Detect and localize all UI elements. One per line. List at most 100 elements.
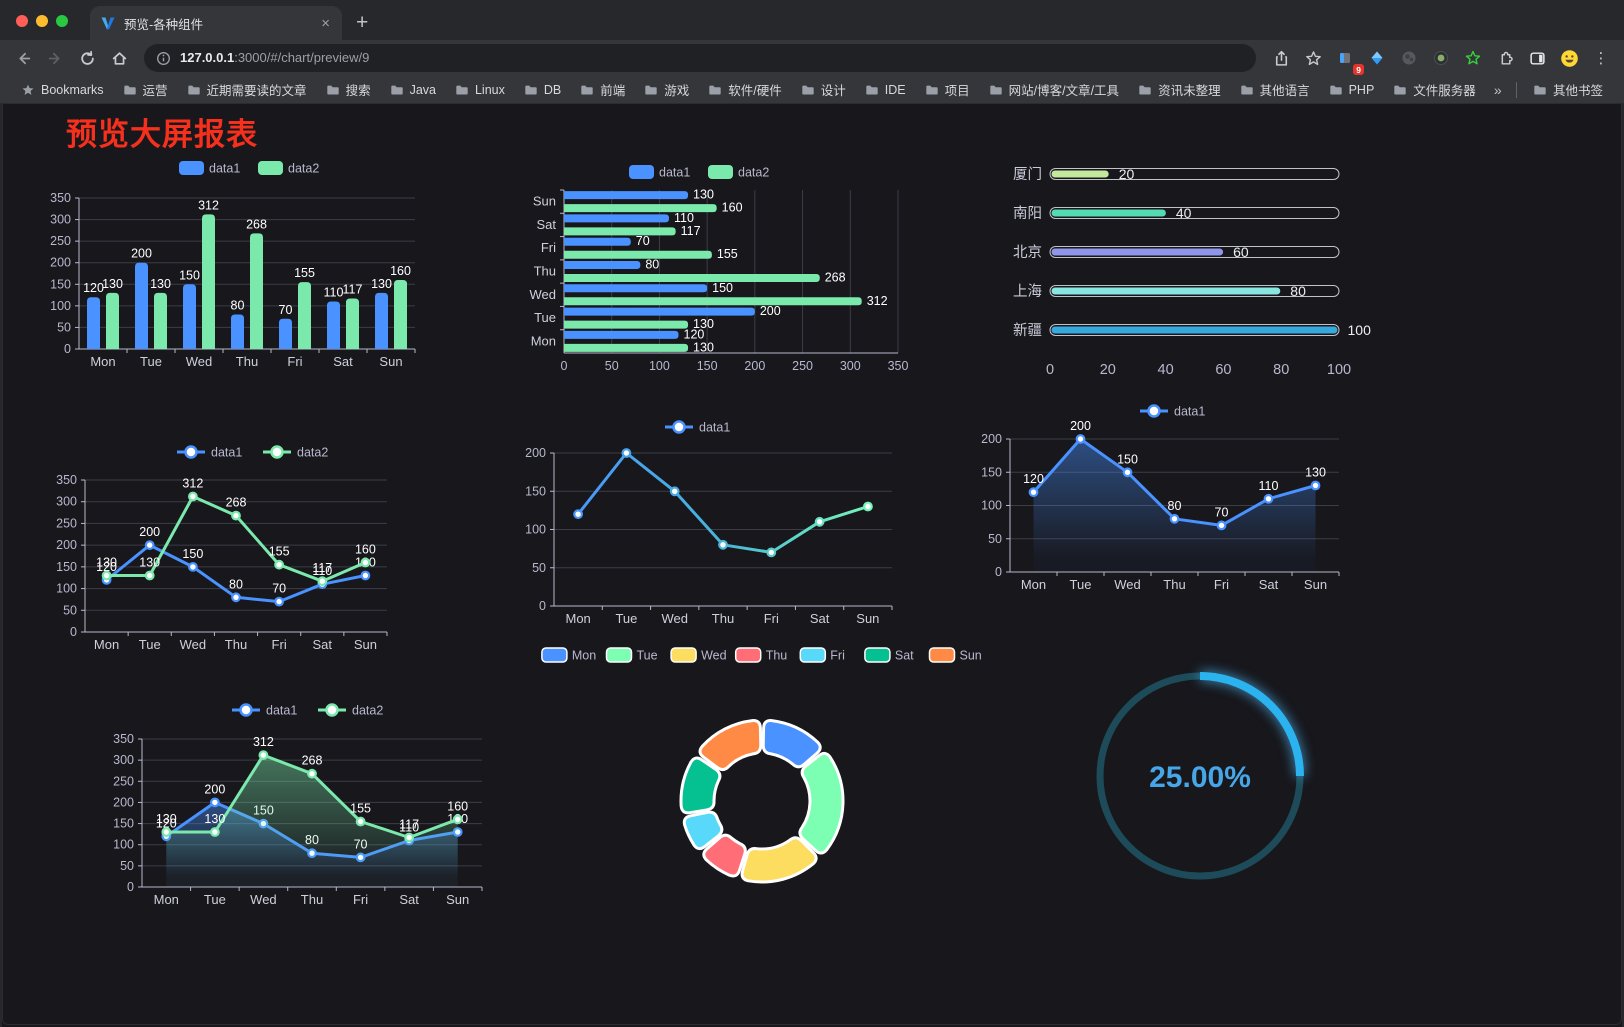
legend-item[interactable]: data1: [1140, 404, 1205, 419]
legend-label: data2: [738, 166, 769, 180]
progress-track: [1049, 285, 1340, 297]
bookmark-folder-9[interactable]: 设计: [792, 78, 855, 101]
bar: [231, 314, 244, 349]
bookmark-page-button[interactable]: [1298, 44, 1328, 72]
donut-slice[interactable]: [679, 756, 722, 815]
address-bar[interactable]: 127.0.0.1:3000/#/chart/preview/9: [144, 44, 1256, 72]
browser-tab[interactable]: 预览-各种组件 ×: [90, 6, 342, 40]
bookmark-folder-label: 资讯未整理: [1158, 84, 1221, 98]
bookmarks-overflow-icon[interactable]: »: [1493, 81, 1502, 98]
legend-item[interactable]: data1: [177, 445, 242, 460]
donut-slice[interactable]: [740, 836, 818, 884]
bookmark-folder-1[interactable]: 近期需要读的文章: [178, 78, 316, 101]
bookmark-folder-3[interactable]: Java: [381, 78, 445, 101]
other-bookmarks[interactable]: 其他书签: [1524, 78, 1612, 101]
bar-value-label: 70: [279, 303, 293, 317]
window-minimize-button[interactable]: [36, 15, 48, 27]
legend-item[interactable]: data2: [258, 161, 319, 176]
progress-fill: [1051, 170, 1109, 178]
window-close-button[interactable]: [16, 15, 28, 27]
x-axis-label: 40: [1158, 362, 1174, 378]
legend-item[interactable]: Sun: [928, 647, 982, 663]
legend-item[interactable]: data2: [318, 703, 383, 718]
bookmark-folder-label: 软件/硬件: [728, 84, 782, 98]
y-axis-label: 350: [56, 473, 77, 487]
bookmark-folder-0[interactable]: 运营: [114, 78, 177, 101]
bookmark-folder-10[interactable]: IDE: [856, 78, 915, 101]
donut-slice[interactable]: [798, 751, 845, 855]
bar-value-label: 130: [693, 188, 714, 202]
extension-button-1[interactable]: 9: [1330, 44, 1364, 75]
browser-menu-button[interactable]: ⋮: [1586, 44, 1616, 72]
side-panel-button[interactable]: [1522, 44, 1552, 72]
extension-button-3[interactable]: [1394, 44, 1424, 72]
extension-button-4[interactable]: [1426, 44, 1456, 72]
tab-close-icon[interactable]: ×: [321, 14, 330, 32]
donut-slice[interactable]: [682, 810, 724, 851]
bookmark-folder-12[interactable]: 网站/博客/文章/工具: [980, 78, 1128, 101]
legend-item[interactable]: Mon: [541, 647, 596, 663]
legend-label: data1: [699, 421, 730, 435]
legend-label: Fri: [830, 649, 845, 663]
bar-value-label: 268: [825, 271, 846, 285]
legend-item[interactable]: Thu: [734, 647, 788, 663]
bookmark-folder-13[interactable]: 资讯未整理: [1129, 78, 1230, 101]
back-button[interactable]: [8, 44, 38, 72]
data-point-marker: [360, 570, 371, 581]
legend-item[interactable]: data1: [232, 703, 297, 718]
bookmarks-root[interactable]: Bookmarks: [12, 81, 113, 99]
home-button[interactable]: [104, 44, 134, 72]
y-axis-label: 350: [113, 732, 134, 746]
legend-item[interactable]: data1: [179, 161, 240, 176]
data-point-marker: [360, 557, 371, 568]
extensions-menu-button[interactable]: [1490, 44, 1520, 72]
bar: [135, 262, 148, 349]
data-point-marker: [209, 827, 220, 837]
y-axis-label: 50: [988, 532, 1002, 546]
window-zoom-button[interactable]: [56, 15, 68, 27]
bar: [327, 301, 340, 349]
bookmark-folder-14[interactable]: 其他语言: [1231, 78, 1319, 101]
progress-value-label: 100: [1348, 322, 1372, 338]
extension-button-5[interactable]: [1458, 44, 1488, 72]
bookmark-folder-8[interactable]: 软件/硬件: [699, 78, 790, 101]
bar: [183, 284, 196, 349]
bar-value-label: 268: [246, 217, 267, 231]
extension-button-2[interactable]: [1362, 44, 1392, 72]
profile-avatar[interactable]: [1554, 44, 1584, 72]
category-label: Fri: [287, 354, 302, 369]
legend-item[interactable]: data2: [708, 165, 769, 180]
category-label: Thu: [534, 264, 556, 279]
donut-slice[interactable]: [702, 833, 747, 878]
legend-item[interactable]: Sat: [864, 647, 914, 663]
bookmark-folder-15[interactable]: PHP: [1320, 78, 1384, 101]
bar-value-label: 130: [371, 277, 392, 291]
legend-item[interactable]: Wed: [670, 647, 727, 663]
bookmark-folder-label: 游戏: [664, 84, 690, 98]
x-axis-label: 350: [888, 359, 909, 373]
donut-slice[interactable]: [698, 719, 763, 772]
reload-button[interactable]: [72, 44, 102, 72]
donut-slice[interactable]: [761, 719, 822, 769]
category-label: Sat: [313, 637, 333, 652]
legend-item[interactable]: Tue: [605, 647, 658, 663]
new-tab-button[interactable]: +: [356, 11, 369, 34]
bookmark-folder-16[interactable]: 文件服务器: [1384, 78, 1485, 101]
bookmark-folder-2[interactable]: 搜索: [317, 78, 380, 101]
bookmark-folder-11[interactable]: 项目: [916, 78, 979, 101]
legend-item[interactable]: data2: [263, 445, 328, 460]
bookmark-folder-5[interactable]: DB: [515, 78, 570, 101]
bookmark-folder-7[interactable]: 游戏: [635, 78, 698, 101]
legend-item[interactable]: data1: [665, 420, 730, 435]
bookmark-folder-6[interactable]: 前端: [571, 78, 634, 101]
legend-item[interactable]: data1: [629, 165, 690, 180]
y-axis-label: 200: [525, 446, 546, 460]
legend-item[interactable]: Fri: [799, 647, 845, 663]
data-point-marker: [718, 539, 728, 550]
forward-button[interactable]: [40, 44, 70, 72]
y-axis-label: 250: [50, 234, 71, 248]
bookmark-folder-4[interactable]: Linux: [446, 78, 514, 101]
info-icon[interactable]: [156, 51, 171, 66]
share-button[interactable]: [1266, 44, 1296, 72]
bar-value-label: 110: [674, 211, 694, 225]
